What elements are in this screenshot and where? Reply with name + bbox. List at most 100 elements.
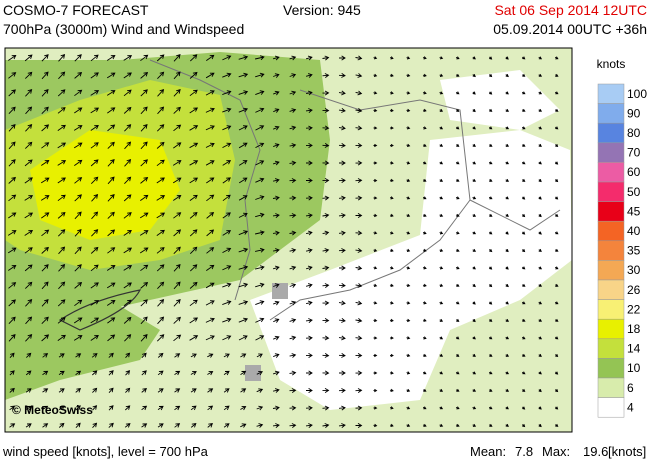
- wind-arrow: [338, 90, 346, 96]
- wind-arrow: [256, 388, 264, 393]
- wind-arrow: [521, 371, 526, 375]
- wind-arrow: [207, 370, 214, 376]
- wind-arrow: [157, 316, 165, 325]
- legend-title: knots: [597, 57, 626, 71]
- wind-arrow: [472, 213, 477, 217]
- wind-arrow: [9, 405, 16, 411]
- wind-arrow: [206, 194, 215, 202]
- wind-arrow: [554, 108, 559, 112]
- wind-arrow: [554, 283, 559, 287]
- wind-arrow: [538, 143, 542, 147]
- wind-arrow: [108, 422, 114, 428]
- wind-arrow: [373, 406, 378, 410]
- wind-arrow: [8, 55, 17, 61]
- wind-arrow: [41, 89, 49, 97]
- wind-arrow: [222, 212, 231, 219]
- wind-arrow: [24, 71, 33, 79]
- wind-arrow: [355, 335, 363, 341]
- wind-arrow: [41, 229, 50, 237]
- wind-arrow: [554, 56, 559, 60]
- wind-arrow: [223, 370, 230, 376]
- wind-arrow: [406, 301, 411, 305]
- wind-arrow: [125, 370, 131, 376]
- wind-arrow: [373, 161, 378, 165]
- wind-arrow: [389, 283, 394, 288]
- wind-arrow: [439, 56, 444, 60]
- wind-arrow: [8, 282, 17, 289]
- wind-arrow: [273, 318, 280, 323]
- wind-arrow: [91, 370, 98, 376]
- wind-arrow: [73, 125, 83, 131]
- wind-arrow: [406, 231, 411, 235]
- wind-arrow: [255, 317, 265, 323]
- wind-arrow: [24, 247, 33, 254]
- legend-swatch: [597, 377, 625, 398]
- wind-arrow: [174, 423, 181, 428]
- wind-arrow: [422, 161, 427, 165]
- wind-arrow: [189, 229, 198, 237]
- wind-arrow: [238, 265, 249, 271]
- wind-arrow: [206, 54, 215, 61]
- wind-arrow: [472, 388, 477, 392]
- wind-arrow: [338, 300, 346, 306]
- legend-swatch: [597, 220, 625, 242]
- wind-arrow: [123, 72, 132, 79]
- wind-arrow: [305, 283, 313, 288]
- wind-arrow: [222, 247, 232, 253]
- wind-arrow: [92, 422, 98, 429]
- wind-arrow: [41, 160, 50, 166]
- wind-arrow: [289, 265, 297, 271]
- wind-arrow: [289, 230, 297, 236]
- wind-arrow: [123, 194, 132, 202]
- wind-arrow: [522, 56, 526, 60]
- wind-arrow: [472, 143, 476, 147]
- wind-arrow: [189, 246, 198, 255]
- wind-arrow: [322, 248, 330, 253]
- wind-arrow: [406, 126, 411, 130]
- map-frame: [4, 47, 573, 433]
- wind-arrow: [289, 405, 297, 411]
- wind-arrow: [322, 300, 330, 306]
- wind-arrow: [439, 406, 444, 410]
- wind-arrow: [489, 108, 493, 112]
- region-10: [5, 300, 160, 400]
- wind-arrow: [91, 194, 99, 202]
- wind-arrow: [108, 387, 114, 394]
- wind-arrow: [505, 283, 509, 288]
- wind-arrow: [455, 213, 460, 217]
- wind-arrow: [472, 406, 477, 410]
- wind-arrow: [373, 91, 378, 95]
- wind-arrow: [57, 299, 66, 307]
- wind-arrow: [141, 388, 147, 393]
- wind-arrow: [189, 125, 199, 131]
- wind-arrow: [322, 108, 330, 113]
- wind-arrow: [58, 370, 65, 376]
- wind-arrow: [157, 352, 164, 358]
- border: [149, 59, 561, 321]
- wind-arrow: [489, 126, 493, 130]
- legend-swatch: [597, 338, 625, 359]
- wind-arrow: [555, 196, 559, 200]
- wind-arrow: [57, 194, 66, 202]
- legend-swatch: [597, 122, 625, 144]
- wind-arrow: [505, 301, 509, 305]
- wind-arrow: [75, 388, 81, 393]
- wind-arrow: [289, 125, 297, 131]
- wind-arrow: [338, 335, 346, 341]
- wind-arrow: [538, 248, 542, 252]
- wind-arrow: [107, 176, 115, 185]
- wind-arrow: [205, 125, 215, 131]
- wind-arrow: [125, 387, 131, 393]
- wind-arrow: [123, 247, 133, 254]
- wind-arrow: [289, 283, 297, 288]
- wind-arrow: [273, 143, 280, 148]
- wind-arrow: [106, 300, 116, 306]
- wind-arrow: [238, 212, 248, 218]
- wind-arrow: [439, 73, 444, 77]
- wind-arrow: [555, 143, 559, 148]
- wind-arrow: [24, 54, 33, 62]
- wind-arrow: [41, 142, 50, 149]
- wind-arrow: [422, 248, 427, 252]
- wind-arrow: [406, 91, 411, 95]
- wind-arrow: [106, 282, 116, 289]
